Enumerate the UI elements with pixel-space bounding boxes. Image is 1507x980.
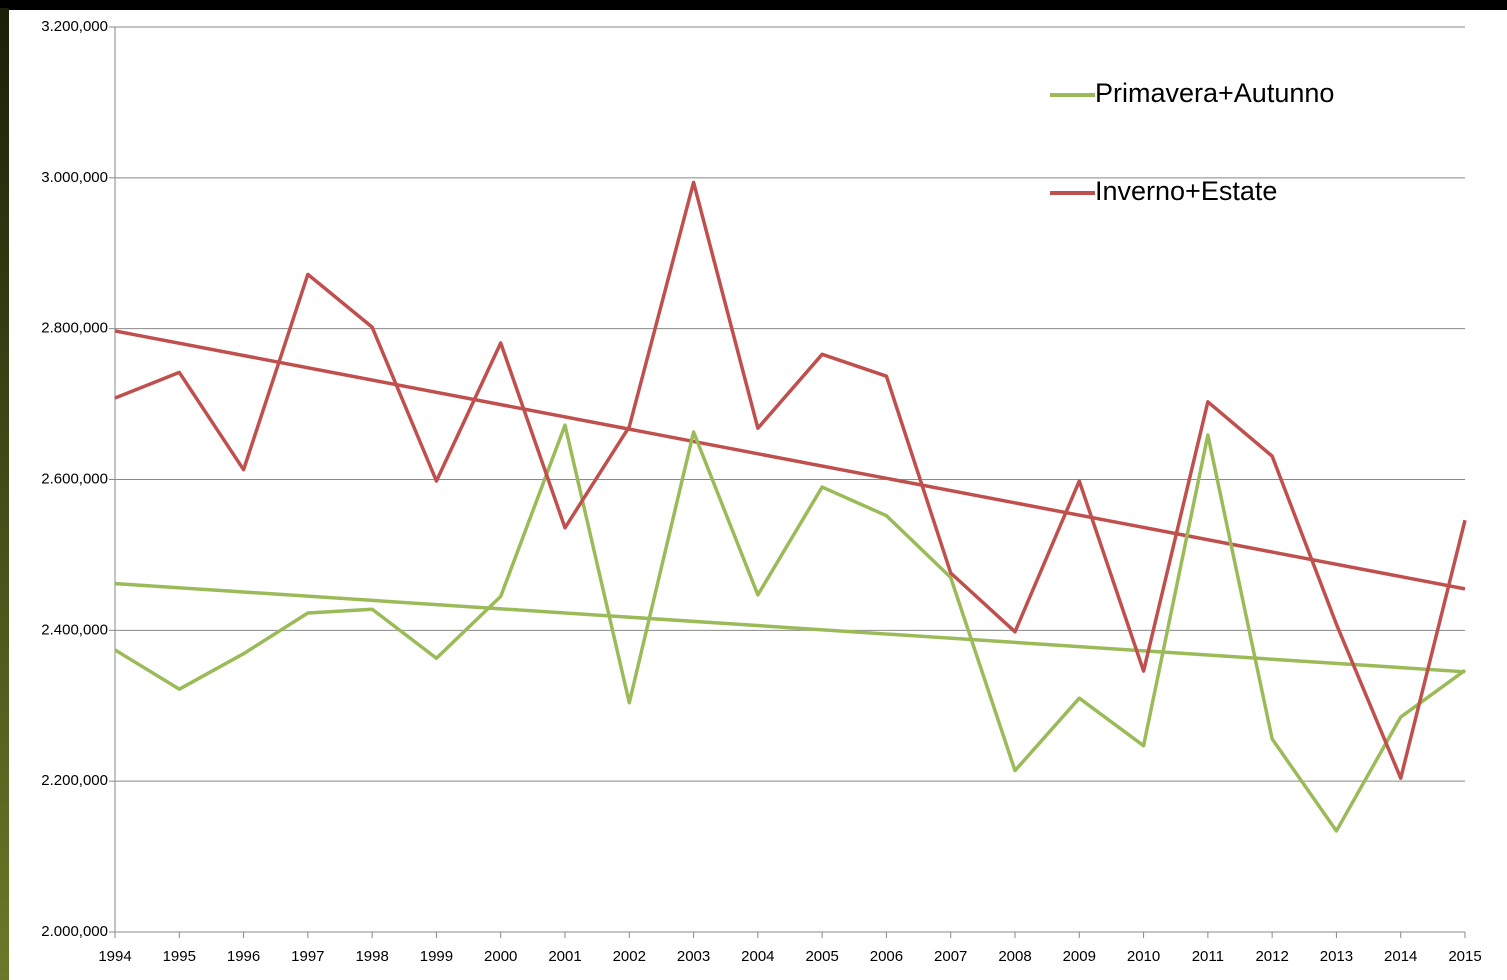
x-tick-label: 2007 [934, 948, 967, 965]
x-tick-label: 2008 [998, 948, 1031, 965]
x-tick-label: 2004 [741, 948, 774, 965]
x-tick-label: 2009 [1063, 948, 1096, 965]
y-tick-label: 2.000,000 [41, 923, 108, 940]
y-tick-label: 3.200,000 [41, 18, 108, 35]
trend-line [114, 581, 1466, 674]
x-tick-label: 1994 [98, 948, 131, 965]
x-tick-label: 1999 [420, 948, 453, 965]
x-tick-label: 2006 [870, 948, 903, 965]
trend-line [114, 329, 1466, 591]
series-line [114, 423, 1467, 833]
x-tick-label: 2001 [548, 948, 581, 965]
y-tick-label: 2.800,000 [41, 320, 108, 337]
x-tick-label: 2010 [1127, 948, 1160, 965]
y-tick-label: 2.400,000 [41, 621, 108, 638]
x-tick-label: 1995 [163, 948, 196, 965]
x-tick-label: 2011 [1192, 948, 1224, 965]
x-tick-label: 2014 [1384, 948, 1417, 965]
x-tick-label: 1998 [355, 948, 388, 965]
legend-label: Primavera+Autunno [1095, 78, 1334, 108]
x-tick-label: 2013 [1320, 948, 1353, 965]
x-tick-label: 1996 [227, 948, 260, 965]
x-tick-label: 2012 [1255, 948, 1288, 965]
y-tick-label: 2.200,000 [41, 772, 108, 789]
x-tick-label: 2005 [805, 948, 838, 965]
plot-background [9, 10, 1507, 980]
edge-strip [0, 8, 9, 980]
series-line [114, 180, 1467, 780]
y-tick-label: 3.000,000 [41, 169, 108, 186]
x-tick-label: 2002 [613, 948, 646, 965]
x-tick-label: 1997 [291, 948, 324, 965]
x-tick-label: 2015 [1448, 948, 1481, 965]
legend-label: Inverno+Estate [1095, 176, 1277, 206]
x-tick-label: 2003 [677, 948, 710, 965]
y-tick-label: 2.600,000 [41, 470, 108, 487]
x-tick-label: 2000 [484, 948, 517, 965]
